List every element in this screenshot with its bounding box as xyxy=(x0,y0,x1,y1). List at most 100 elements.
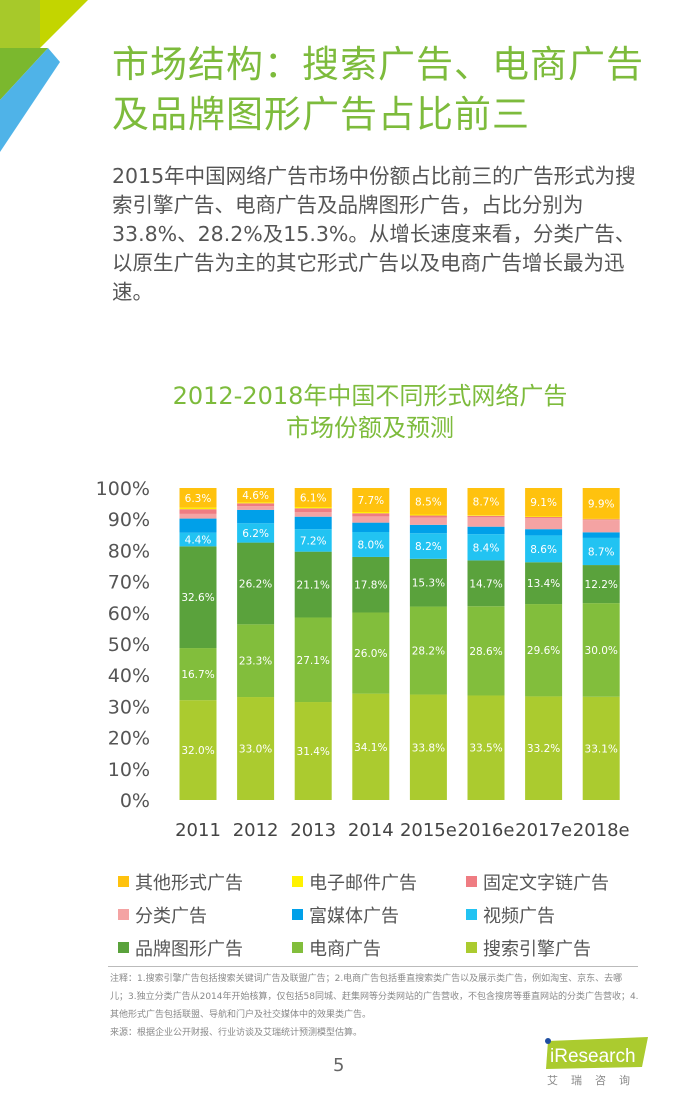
legend-item: 分类广告 xyxy=(118,901,292,928)
corner-decoration xyxy=(0,0,88,152)
legend-label: 固定文字链广告 xyxy=(483,872,609,894)
bar-segment xyxy=(352,488,390,513)
data-label: 14.7% xyxy=(469,578,502,590)
data-label: 13.4% xyxy=(527,578,560,590)
bar-segment xyxy=(409,488,447,515)
bar-segment xyxy=(409,517,447,525)
data-label: 26.2% xyxy=(239,578,272,590)
legend-item: 固定文字链广告 xyxy=(466,868,640,895)
bar-segment xyxy=(525,604,563,697)
divider xyxy=(108,966,638,967)
bar-segment xyxy=(294,508,332,513)
bar-segment xyxy=(237,542,275,625)
bar-segment xyxy=(352,556,390,613)
y-tick-label: 0% xyxy=(120,790,150,812)
legend-swatch xyxy=(292,876,303,887)
intro-paragraph: 2015年中国网络广告市场中份额占比前三的广告形式为搜索引擎广告、电商广告及品牌… xyxy=(112,164,636,304)
bar-segment xyxy=(352,512,390,514)
bar-segment xyxy=(467,488,505,516)
bar-segment xyxy=(582,603,620,697)
x-tick-label: 2012 xyxy=(233,820,279,841)
data-label: 17.8% xyxy=(354,580,387,592)
logo-subtitle: 艾瑞咨询 xyxy=(547,1074,643,1087)
legend-label: 其他形式广告 xyxy=(135,872,243,894)
legend-label: 电子邮件广告 xyxy=(309,872,417,894)
bar-segment xyxy=(179,488,217,508)
data-label: 32.6% xyxy=(181,592,214,604)
x-tick-label: 2017e xyxy=(515,820,572,841)
y-tick-label: 30% xyxy=(108,696,150,718)
bar-segment xyxy=(525,535,563,563)
y-tick-label: 10% xyxy=(108,759,150,781)
data-label: 28.6% xyxy=(469,646,502,658)
y-tick-label: 100% xyxy=(96,478,150,500)
data-label: 4.6% xyxy=(242,490,269,502)
bar-segment xyxy=(294,529,332,552)
data-label: 27.1% xyxy=(297,655,330,667)
bar-segment xyxy=(179,507,217,510)
bar-segment xyxy=(582,532,620,538)
data-label: 33.8% xyxy=(412,742,445,754)
data-label: 23.3% xyxy=(239,656,272,668)
bar-segment xyxy=(352,516,390,523)
bar-segment xyxy=(294,488,332,508)
note-text: 注释：1.搜索引擎广告包括搜索关键词广告及联盟广告；2.电商广告包括垂直搜索类广… xyxy=(110,974,639,1020)
bar-segment xyxy=(582,488,620,519)
legend-label: 品牌图形广告 xyxy=(135,938,243,960)
data-label: 33.0% xyxy=(239,744,272,756)
legend-label: 电商广告 xyxy=(309,938,381,960)
data-label: 26.0% xyxy=(354,648,387,660)
data-label: 8.7% xyxy=(588,546,615,558)
bar-segment xyxy=(525,696,563,800)
bar-segment xyxy=(237,624,275,698)
data-label: 8.4% xyxy=(473,542,500,554)
data-label: 8.7% xyxy=(473,497,500,509)
legend-swatch xyxy=(466,909,477,920)
bar-segment xyxy=(582,519,620,521)
data-label: 34.1% xyxy=(354,742,387,754)
data-label: 6.3% xyxy=(185,493,212,505)
bar-segment xyxy=(179,518,217,533)
bar-segment xyxy=(352,531,390,557)
bar-segment xyxy=(352,513,390,517)
bar-segment xyxy=(179,509,217,514)
data-label: 31.4% xyxy=(297,746,330,758)
legend-swatch xyxy=(466,942,477,953)
source-text: 来源：根据企业公开财报、行业访谈及艾瑞统计预测模型估算。 xyxy=(110,1028,363,1038)
bar-segment xyxy=(467,515,505,516)
bar-segment xyxy=(582,520,620,533)
bar-segment xyxy=(179,546,217,649)
bar-segment xyxy=(352,612,390,694)
bar-segment xyxy=(467,517,505,527)
legend-swatch xyxy=(118,876,129,887)
bar-segment xyxy=(582,537,620,566)
data-label: 33.5% xyxy=(469,743,502,755)
x-tick-label: 2011 xyxy=(175,820,221,841)
bar-segment xyxy=(294,516,332,530)
legend-item: 电商广告 xyxy=(292,934,466,961)
y-tick-label: 90% xyxy=(108,509,150,531)
svg-text:iResearch: iResearch xyxy=(550,1046,636,1067)
data-label: 33.1% xyxy=(585,743,618,755)
bar-segment xyxy=(352,522,390,532)
data-label: 6.1% xyxy=(300,493,327,505)
data-label: 12.2% xyxy=(585,579,618,591)
notes: 注释：1.搜索引擎广告包括搜索关键词广告及联盟广告；2.电商广告包括垂直搜索类广… xyxy=(110,970,640,1042)
data-label: 7.2% xyxy=(300,535,327,547)
bar-segment xyxy=(409,606,447,695)
chart-title-line-1: 2012-2018年中国不同形式网络广告 xyxy=(172,382,568,410)
data-label: 15.3% xyxy=(412,578,445,590)
data-label: 9.9% xyxy=(588,498,615,510)
legend-swatch xyxy=(118,942,129,953)
bar-segment xyxy=(467,560,505,607)
data-label: 32.0% xyxy=(181,745,214,757)
data-label: 16.7% xyxy=(181,669,214,681)
data-label: 30.0% xyxy=(585,645,618,657)
legend-swatch xyxy=(292,909,303,920)
data-label: 9.1% xyxy=(530,497,557,509)
bar-segment xyxy=(525,529,563,536)
bar-segment xyxy=(467,515,505,518)
bar-segment xyxy=(409,514,447,516)
chart-legend: 其他形式广告 电子邮件广告 固定文字链广告 分类广告 富媒体广告 视频广告 品牌图形广告 电商… xyxy=(118,868,638,961)
bar-segment xyxy=(409,524,447,534)
